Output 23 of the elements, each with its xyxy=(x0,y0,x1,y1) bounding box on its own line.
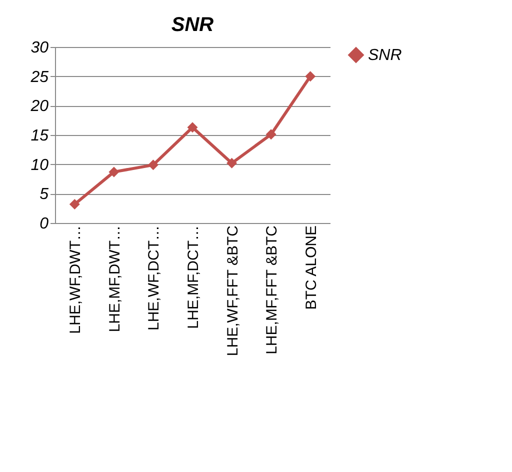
point xyxy=(148,160,158,170)
y-tick-label: 30 xyxy=(30,40,49,56)
point xyxy=(108,166,120,178)
point xyxy=(305,71,316,82)
x-tick-label: LHE,MF,DWT… xyxy=(106,226,124,332)
chart-title: SNR xyxy=(171,14,214,36)
point xyxy=(69,198,80,210)
y-tick-label: 15 xyxy=(30,128,49,144)
legend-label: SNR xyxy=(368,47,402,64)
x-tick-label: LHE,WF,DCT… xyxy=(146,226,163,330)
x-tick-label: LHE,WF,DWT… xyxy=(67,226,84,334)
y-tick-label: 10 xyxy=(30,156,49,174)
y-tick-label: 20 xyxy=(30,98,49,116)
y-tick-label: 25 xyxy=(30,68,49,86)
x-tick-label: LHE,WF,FFT &BTC xyxy=(224,225,242,356)
y-tick-label: 5 xyxy=(40,186,49,204)
point xyxy=(187,122,198,133)
x-tick-label: BTC ALONE xyxy=(302,226,320,310)
y-tick-label: 0 xyxy=(40,216,49,232)
point xyxy=(266,129,276,140)
x-tick-label: LHE,MF,FFT &BTC xyxy=(264,225,281,354)
x-tick-label: LHE,MF,DCT… xyxy=(185,226,202,329)
point xyxy=(226,158,238,168)
